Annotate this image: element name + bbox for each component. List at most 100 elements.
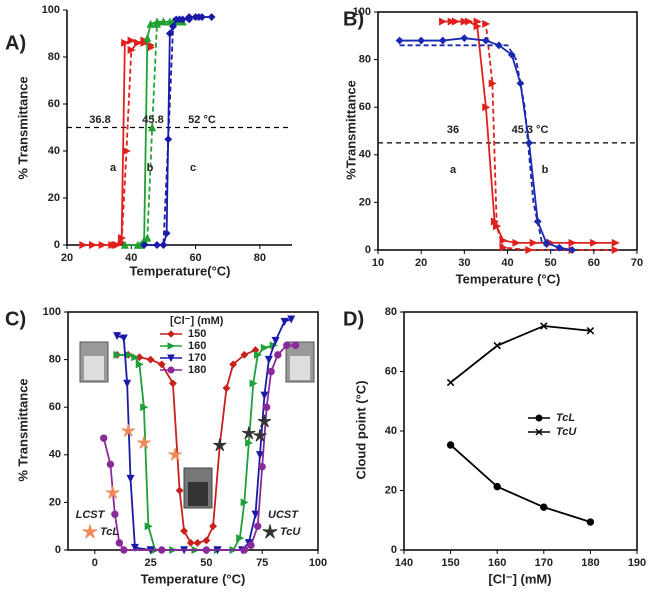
marker (117, 238, 126, 247)
marker (482, 19, 491, 28)
marker (159, 17, 168, 26)
annotation: LCST (76, 509, 106, 521)
marker (280, 317, 289, 326)
x-axis-title: [Cl⁻] (mM) (488, 571, 551, 586)
annotation: 52 °C (188, 114, 216, 126)
marker (586, 518, 595, 526)
series-line (450, 444, 591, 523)
marker (262, 524, 278, 539)
marker (143, 233, 152, 242)
marker (127, 45, 136, 54)
x-tick-label: 60 (588, 257, 600, 269)
marker (260, 343, 269, 352)
marker (254, 522, 262, 530)
marker (493, 341, 501, 350)
panel-label: D) (343, 308, 364, 330)
marker (119, 334, 128, 343)
marker (152, 19, 162, 28)
panel: C) 0 25 50 75 100 0 20 40 60 80 100 Temperature (°C)… (5, 306, 327, 587)
annotation: a (450, 164, 457, 176)
y-tick-label: 40 (48, 145, 60, 157)
y-tick-label: 40 (49, 449, 61, 461)
y-tick-label: 60 (385, 365, 397, 377)
marker (100, 434, 108, 442)
x-axis-title: Temperature (°C) (141, 571, 246, 586)
marker (134, 38, 143, 47)
marker (249, 379, 258, 388)
y-tick-label: 0 (54, 239, 60, 251)
marker (395, 36, 404, 45)
marker (499, 236, 508, 245)
marker (113, 332, 122, 341)
marker (287, 315, 296, 324)
marker (253, 428, 267, 442)
x-axis-title: Temperature(°C) (129, 263, 230, 278)
marker (153, 241, 161, 249)
marker (122, 146, 131, 156)
plot-frame (377, 11, 638, 251)
marker (438, 36, 447, 45)
marker (540, 503, 548, 511)
marker (202, 546, 211, 554)
panel-label: A) (5, 32, 26, 54)
marker (586, 327, 595, 335)
marker (507, 50, 516, 59)
x-tick-label: 0 (92, 557, 98, 569)
marker (130, 543, 139, 552)
annotation: b (542, 164, 549, 176)
y-tick-label: 80 (48, 51, 60, 63)
marker (193, 538, 202, 547)
annotation: UCST (268, 509, 299, 521)
marker (229, 360, 238, 369)
x-tick-label: 10 (372, 257, 384, 269)
marker (164, 135, 173, 144)
marker (140, 403, 149, 412)
marker (525, 245, 534, 255)
annotation: c (190, 162, 196, 174)
marker (283, 341, 291, 350)
marker (82, 524, 98, 539)
marker (158, 546, 166, 554)
marker (169, 379, 177, 388)
y-tick-label: 60 (49, 401, 61, 413)
marker (146, 19, 155, 28)
series-line (399, 37, 573, 251)
x-tick-label: 80 (254, 252, 266, 264)
marker (135, 360, 144, 369)
x-tick-label: 100 (309, 557, 327, 569)
legend-label: 150 (188, 328, 206, 340)
marker (274, 351, 282, 359)
annotation: 36 (447, 124, 459, 136)
marker (446, 441, 455, 449)
marker (473, 22, 482, 31)
marker (148, 123, 157, 132)
annotation: 36.8 (89, 114, 110, 126)
panel-label: C) (5, 308, 26, 330)
annotation: 45.8 (142, 114, 163, 126)
marker (105, 486, 120, 499)
marker (247, 541, 255, 549)
marker (127, 36, 136, 45)
marker (111, 240, 120, 250)
annotation: a (110, 162, 117, 174)
marker (460, 17, 469, 26)
marker (267, 367, 275, 376)
marker (529, 238, 538, 247)
x-tick-label: 20 (415, 257, 427, 269)
marker (113, 350, 122, 359)
marker (167, 354, 175, 363)
y-axis-title: %Transmittance (343, 80, 358, 180)
y-tick-label: 20 (49, 496, 61, 508)
marker (194, 13, 203, 21)
x-tick-label: 50 (200, 557, 212, 569)
marker (213, 438, 227, 452)
marker (439, 17, 448, 26)
x-tick-label: 60 (189, 252, 201, 264)
y-tick-label: 80 (385, 306, 397, 318)
y-tick-label: 100 (353, 6, 371, 18)
marker (120, 240, 129, 249)
y-tick-label: 20 (48, 192, 60, 204)
series-line (124, 20, 183, 246)
